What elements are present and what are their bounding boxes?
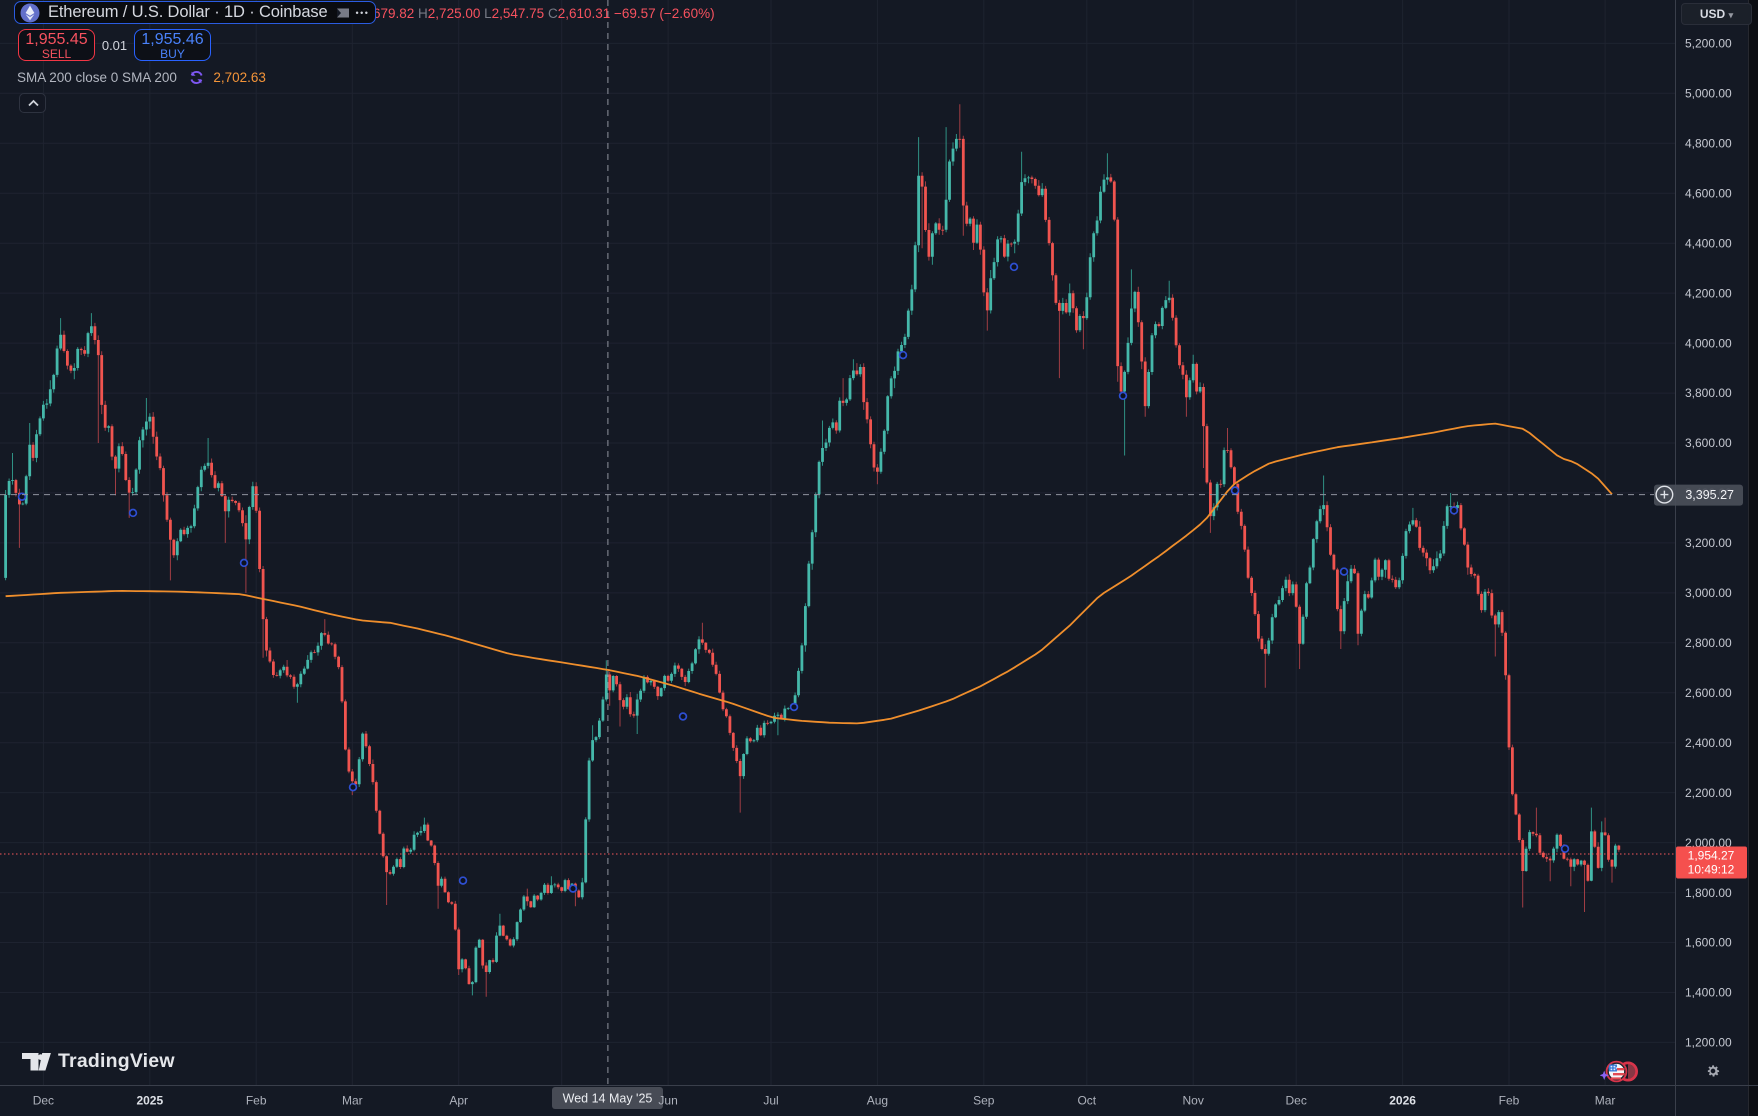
svg-text:Dec: Dec	[33, 1094, 54, 1108]
svg-text:5,200.00: 5,200.00	[1685, 37, 1732, 51]
svg-text:2,800.00: 2,800.00	[1685, 636, 1732, 650]
svg-text:Mar: Mar	[1595, 1094, 1616, 1108]
svg-text:Feb: Feb	[1499, 1094, 1520, 1108]
svg-text:1,954.27: 1,954.27	[1688, 849, 1735, 863]
svg-text:Mar: Mar	[342, 1094, 363, 1108]
svg-text:1,400.00: 1,400.00	[1685, 986, 1732, 1000]
svg-text:1,200.00: 1,200.00	[1685, 1036, 1732, 1050]
svg-text:2,400.00: 2,400.00	[1685, 736, 1732, 750]
svg-text:Sep: Sep	[973, 1094, 995, 1108]
svg-text:10:49:12: 10:49:12	[1688, 863, 1735, 877]
svg-text:5,000.00: 5,000.00	[1685, 87, 1732, 101]
svg-text:2026: 2026	[1389, 1094, 1416, 1108]
svg-text:1,600.00: 1,600.00	[1685, 936, 1732, 950]
svg-text:2,600.00: 2,600.00	[1685, 686, 1732, 700]
svg-text:4,800.00: 4,800.00	[1685, 137, 1732, 151]
svg-text:4,400.00: 4,400.00	[1685, 236, 1732, 250]
svg-text:3,800.00: 3,800.00	[1685, 386, 1732, 400]
svg-text:1,800.00: 1,800.00	[1685, 886, 1732, 900]
svg-text:Wed 14 May '25: Wed 14 May '25	[563, 1092, 653, 1106]
svg-text:3,395.27: 3,395.27	[1685, 488, 1734, 502]
svg-text:Nov: Nov	[1183, 1094, 1204, 1108]
svg-text:Apr: Apr	[449, 1094, 468, 1108]
svg-text:2025: 2025	[136, 1094, 163, 1108]
svg-text:4,200.00: 4,200.00	[1685, 286, 1732, 300]
svg-text:Aug: Aug	[867, 1094, 888, 1108]
svg-text:3,000.00: 3,000.00	[1685, 586, 1732, 600]
svg-text:4,000.00: 4,000.00	[1685, 336, 1732, 350]
svg-text:4,600.00: 4,600.00	[1685, 187, 1732, 201]
svg-text:Jul: Jul	[763, 1094, 778, 1108]
svg-text:2,200.00: 2,200.00	[1685, 786, 1732, 800]
svg-text:3,200.00: 3,200.00	[1685, 536, 1732, 550]
svg-text:Feb: Feb	[246, 1094, 267, 1108]
svg-text:3,600.00: 3,600.00	[1685, 436, 1732, 450]
svg-text:Dec: Dec	[1286, 1094, 1307, 1108]
svg-text:Oct: Oct	[1077, 1094, 1096, 1108]
svg-text:Jun: Jun	[658, 1094, 677, 1108]
svg-text:2,000.00: 2,000.00	[1685, 836, 1732, 850]
